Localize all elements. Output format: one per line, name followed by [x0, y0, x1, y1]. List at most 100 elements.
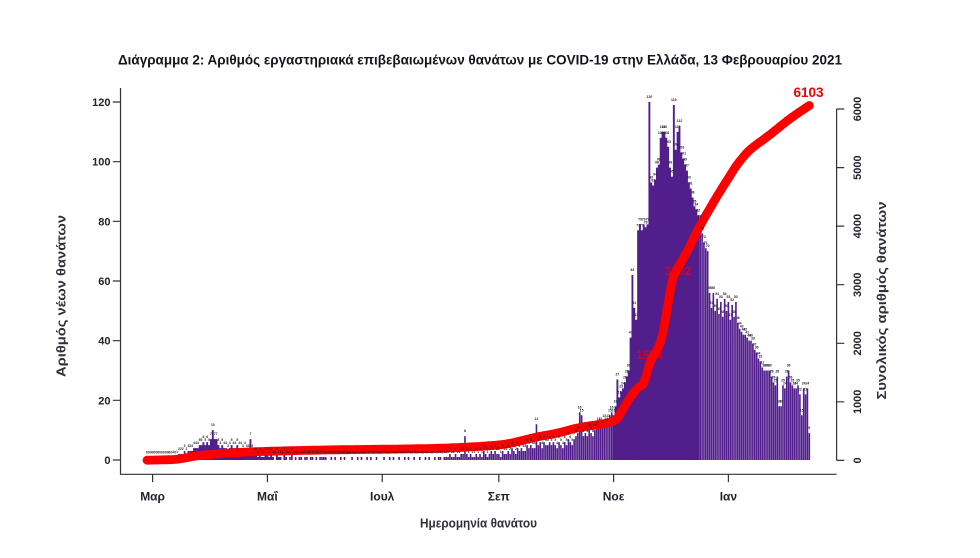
svg-text:18: 18	[779, 399, 783, 403]
svg-text:26: 26	[772, 375, 776, 379]
svg-text:5: 5	[545, 438, 547, 442]
svg-text:0: 0	[400, 451, 402, 455]
svg-text:13: 13	[602, 414, 606, 418]
svg-text:3: 3	[502, 444, 504, 448]
svg-text:Νοε: Νοε	[603, 490, 625, 504]
svg-text:82: 82	[696, 208, 700, 212]
svg-text:1: 1	[404, 450, 406, 454]
svg-text:26: 26	[623, 375, 627, 379]
svg-text:0: 0	[274, 451, 276, 455]
svg-text:1: 1	[443, 450, 445, 454]
svg-text:30: 30	[787, 364, 791, 368]
svg-text:0: 0	[349, 451, 351, 455]
svg-text:4: 4	[511, 441, 513, 445]
svg-text:24: 24	[806, 381, 810, 385]
svg-text:1: 1	[434, 450, 436, 454]
svg-text:5: 5	[560, 438, 562, 442]
svg-text:1: 1	[456, 450, 458, 454]
svg-text:6: 6	[564, 435, 566, 439]
svg-text:0: 0	[347, 451, 349, 455]
svg-text:99: 99	[657, 158, 661, 162]
svg-text:0: 0	[411, 451, 413, 455]
svg-text:0: 0	[287, 451, 289, 455]
svg-text:0: 0	[417, 451, 419, 455]
svg-text:15: 15	[608, 408, 612, 412]
svg-text:24: 24	[783, 381, 787, 385]
svg-text:2: 2	[475, 447, 477, 451]
svg-text:2: 2	[253, 447, 255, 451]
svg-text:3: 3	[227, 444, 229, 448]
svg-text:7: 7	[216, 432, 218, 436]
svg-text:53: 53	[719, 295, 723, 299]
svg-text:11: 11	[601, 420, 605, 424]
svg-text:0: 0	[402, 451, 404, 455]
svg-text:40: 40	[749, 334, 753, 338]
svg-text:49: 49	[717, 307, 721, 311]
svg-text:21: 21	[617, 390, 621, 394]
svg-text:9: 9	[590, 426, 592, 430]
svg-text:3000: 3000	[852, 272, 864, 296]
svg-text:1: 1	[393, 450, 395, 454]
svg-text:7: 7	[210, 432, 212, 436]
svg-text:0: 0	[415, 451, 417, 455]
svg-text:108: 108	[658, 131, 664, 135]
svg-text:54: 54	[723, 292, 727, 296]
svg-text:0: 0	[406, 451, 408, 455]
svg-text:1: 1	[325, 450, 327, 454]
svg-text:2: 2	[509, 447, 511, 451]
svg-text:8: 8	[575, 429, 577, 433]
svg-text:0: 0	[368, 451, 370, 455]
svg-text:2: 2	[488, 447, 490, 451]
svg-text:16: 16	[610, 405, 614, 409]
svg-text:0: 0	[852, 457, 864, 463]
svg-text:5: 5	[218, 438, 220, 442]
svg-text:70: 70	[706, 244, 710, 248]
svg-text:8: 8	[464, 429, 466, 433]
svg-text:1: 1	[487, 450, 489, 454]
svg-text:20: 20	[98, 395, 110, 407]
svg-text:100: 100	[92, 157, 110, 169]
svg-text:34: 34	[757, 352, 761, 356]
svg-text:3: 3	[522, 444, 524, 448]
svg-text:1: 1	[278, 450, 280, 454]
svg-text:101: 101	[680, 152, 686, 156]
svg-text:2: 2	[255, 447, 257, 451]
svg-text:48: 48	[721, 310, 725, 314]
svg-text:36: 36	[755, 346, 759, 350]
svg-text:4: 4	[234, 441, 236, 445]
svg-text:1: 1	[376, 450, 378, 454]
svg-text:77: 77	[636, 223, 640, 227]
svg-text:1: 1	[445, 450, 447, 454]
svg-text:105: 105	[665, 140, 671, 144]
svg-text:2: 2	[182, 447, 184, 451]
svg-text:2: 2	[259, 447, 261, 451]
svg-text:5: 5	[236, 438, 238, 442]
svg-text:47: 47	[634, 313, 638, 317]
svg-text:110: 110	[662, 125, 668, 129]
svg-text:0: 0	[353, 451, 355, 455]
svg-text:1: 1	[268, 450, 270, 454]
svg-text:4: 4	[541, 441, 543, 445]
svg-text:98: 98	[655, 161, 659, 165]
svg-text:2: 2	[505, 447, 507, 451]
svg-text:0: 0	[293, 451, 295, 455]
svg-text:3: 3	[242, 444, 244, 448]
svg-text:3: 3	[191, 444, 193, 448]
svg-text:0: 0	[342, 451, 344, 455]
svg-text:0: 0	[432, 451, 434, 455]
svg-text:1: 1	[472, 450, 474, 454]
svg-text:4: 4	[240, 441, 242, 445]
svg-text:0: 0	[421, 451, 423, 455]
svg-text:4: 4	[556, 441, 558, 445]
svg-text:4: 4	[532, 441, 534, 445]
svg-text:25: 25	[796, 378, 800, 382]
svg-text:1: 1	[447, 450, 449, 454]
svg-text:18: 18	[777, 399, 781, 403]
svg-text:2: 2	[291, 447, 293, 451]
svg-text:46: 46	[736, 316, 740, 320]
svg-text:1: 1	[438, 450, 440, 454]
svg-text:2: 2	[265, 447, 267, 451]
svg-text:26: 26	[789, 375, 793, 379]
svg-text:47: 47	[728, 313, 732, 317]
svg-text:1: 1	[389, 450, 391, 454]
